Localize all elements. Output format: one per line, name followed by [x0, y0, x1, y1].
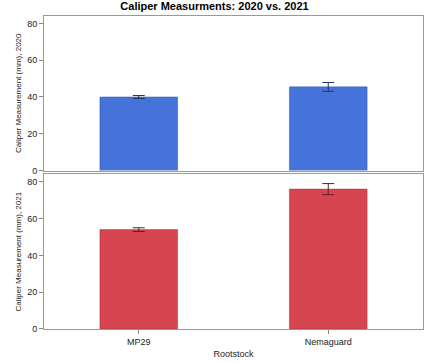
svg-text:Caliper Measurments: 2020 vs.: Caliper Measurments: 2020 vs. 2021 [120, 0, 308, 12]
svg-text:MP29: MP29 [127, 337, 151, 347]
svg-text:60: 60 [27, 55, 37, 65]
svg-text:60: 60 [27, 214, 37, 224]
svg-text:Rootstock: Rootstock [213, 349, 254, 359]
svg-text:Caliper Measurement (mm), 2021: Caliper Measurement (mm), 2021 [14, 191, 23, 311]
svg-text:20: 20 [27, 287, 37, 297]
svg-text:Nemaguard: Nemaguard [305, 337, 352, 347]
svg-text:20: 20 [27, 129, 37, 139]
svg-text:0: 0 [32, 166, 37, 176]
svg-text:80: 80 [27, 19, 37, 29]
svg-text:0: 0 [32, 324, 37, 334]
svg-text:Caliper Measurement (mm), 2020: Caliper Measurement (mm), 2020 [14, 33, 23, 153]
svg-text:40: 40 [27, 251, 37, 261]
svg-text:80: 80 [27, 177, 37, 187]
svg-text:40: 40 [27, 92, 37, 102]
